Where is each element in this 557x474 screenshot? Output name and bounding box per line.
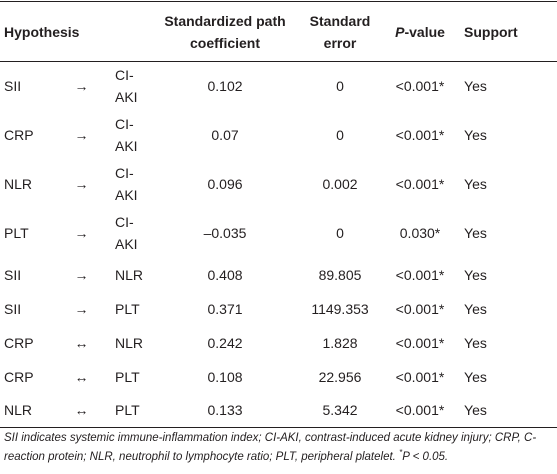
table-cell: → [74, 225, 89, 241]
table-cell: 0 [336, 225, 344, 241]
table-row: CRP → CI-AKI 0.07 0 <0.001* Yes [0, 111, 557, 160]
header-cell: Support [464, 23, 518, 40]
table-cell: ↔ [74, 368, 89, 385]
table-cell: Yes [464, 300, 487, 317]
table-cell: NLR [4, 402, 33, 419]
table-cell: SII [4, 300, 22, 317]
table-cell: 89.805 [318, 266, 362, 283]
table-cell: Yes [464, 334, 487, 351]
footnote-symbol: P [402, 450, 410, 463]
table-cell: Yes [464, 402, 487, 419]
table-cell: SII [4, 266, 22, 283]
table-row: SII → CI-AKI 0.102 0 <0.001* Yes [0, 62, 557, 111]
table-body: SII → CI-AKI 0.102 0 <0.001* Yes CRP → CI-AKI 0.07… [0, 62, 557, 428]
table-cell: 0 [336, 78, 344, 95]
results-table: Hypothesis Standardized path coefficient… [0, 1, 557, 428]
table-cell: 0.371 [207, 300, 243, 317]
table-header: Hypothesis Standardized path coefficient… [0, 1, 557, 62]
table-cell: CRP [4, 334, 34, 351]
table-cell: 0.002 [322, 176, 358, 192]
table-cell: NLR [4, 176, 33, 192]
table-cell: 22.956 [318, 368, 362, 385]
footnote: SII indicates systemic immune-inflammati… [0, 428, 557, 464]
table-cell: –0.035 [203, 225, 247, 241]
table-cell: CI-AKI [115, 214, 138, 252]
table-cell: <0.001* [395, 402, 445, 419]
footnote-condition: < 0.05. [409, 450, 449, 463]
table-row: NLR → CI-AKI 0.096 0.002 <0.001* Yes [0, 160, 557, 209]
table-cell: ↔ [74, 334, 89, 351]
table-cell: CI-AKI [115, 165, 138, 203]
table-cell: 0 [336, 127, 344, 143]
footnote-text: SII indicates systemic immune-inflammati… [4, 432, 537, 463]
table-cell: <0.001* [395, 300, 445, 317]
table-cell: PLT [115, 402, 140, 419]
table-cell: Yes [464, 368, 487, 385]
table-cell: → [74, 127, 89, 143]
table-cell: <0.001* [395, 127, 445, 143]
table-cell: CRP [4, 127, 34, 143]
table-cell: NLR [115, 266, 144, 283]
table-cell: 0.102 [207, 78, 243, 95]
table-cell: PLT [115, 368, 140, 385]
table-cell: NLR [115, 334, 144, 351]
table-row: SII → NLR 0.408 89.805 <0.001* Yes [0, 258, 557, 292]
table-cell: Yes [464, 176, 487, 192]
table-row: SII → PLT 0.371 1149.353 <0.001* Yes [0, 292, 557, 326]
table-cell: 0.108 [207, 368, 243, 385]
table-cell: <0.001* [395, 78, 445, 95]
table-cell: → [74, 78, 89, 95]
table-cell: CI-AKI [115, 116, 138, 154]
table-cell: Yes [464, 127, 487, 143]
table-cell: CI-AKI [115, 67, 138, 106]
header-cell: Standard error [309, 12, 371, 51]
table-cell: <0.001* [395, 176, 445, 192]
table-cell: 0.408 [207, 266, 243, 283]
table-cell: <0.001* [395, 368, 445, 385]
table-row: CRP ↔ PLT 0.108 22.956 <0.001* Yes [0, 360, 557, 394]
table-cell: <0.001* [395, 334, 445, 351]
table-cell: → [74, 176, 89, 192]
table-cell: ↔ [74, 402, 89, 419]
table-cell: Yes [464, 78, 487, 95]
table-cell: 1149.353 [311, 300, 369, 317]
table-cell: 1.828 [322, 334, 358, 351]
table-cell: 0.133 [207, 402, 243, 419]
table-cell: 0.030* [399, 225, 441, 241]
header-cell: P-value [380, 2, 460, 62]
table-cell: 5.342 [322, 402, 358, 419]
table-row: CRP ↔ NLR 0.242 1.828 <0.001* Yes [0, 326, 557, 360]
table-cell: PLT [4, 225, 29, 241]
table-cell: PLT [115, 300, 140, 317]
table-cell: <0.001* [395, 266, 445, 283]
header-row: Hypothesis Standardized path coefficient… [0, 1, 557, 62]
table-row: PLT → CI-AKI –0.035 0 0.030* Yes [0, 209, 557, 258]
table-cell: 0.242 [207, 334, 243, 351]
table-cell: Yes [464, 225, 487, 241]
footnote-marker: * [399, 447, 403, 457]
table-cell: → [74, 266, 89, 283]
header-cell: Hypothesis [4, 23, 80, 40]
p-text: -value [404, 23, 445, 40]
table-cell: 0.096 [207, 176, 243, 192]
table-row: NLR ↔ PLT 0.133 5.342 <0.001* Yes [0, 394, 557, 428]
table-cell: → [74, 300, 89, 317]
table-cell: 0.07 [211, 127, 239, 143]
table-cell: Yes [464, 266, 487, 283]
table-cell: SII [4, 78, 22, 95]
p-symbol: P [395, 23, 405, 40]
table-cell: CRP [4, 368, 34, 385]
header-cell: Standardized path coefficient [164, 12, 286, 51]
